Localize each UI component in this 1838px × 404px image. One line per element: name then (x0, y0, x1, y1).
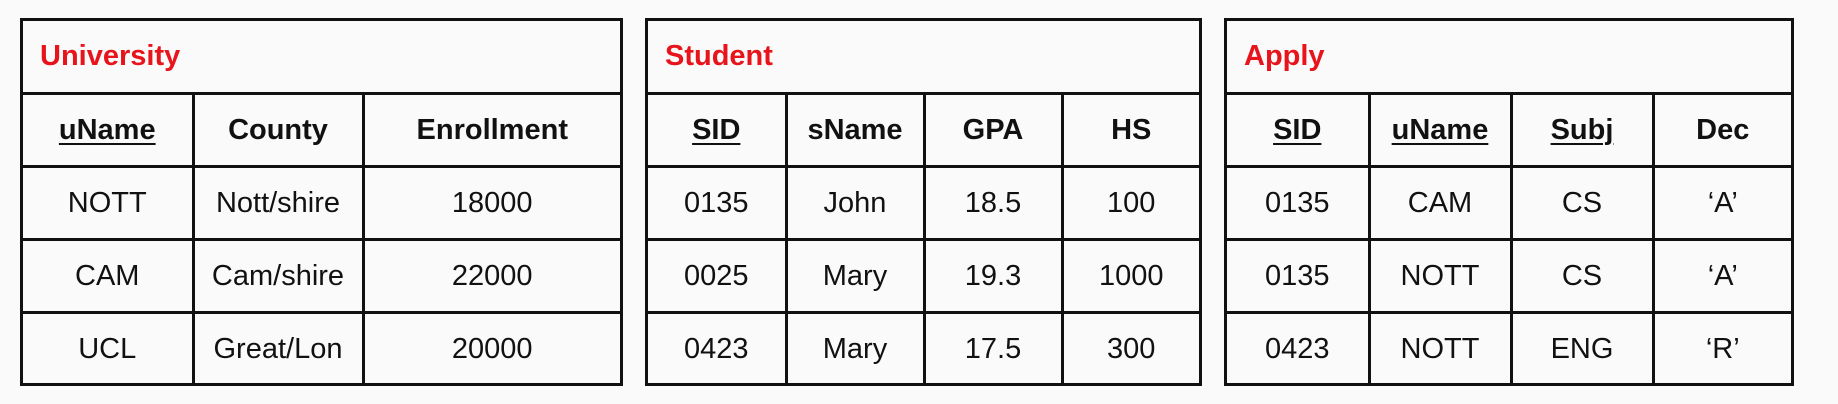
column-header-enrollment: Enrollment (363, 95, 620, 168)
table-cell: 1000 (1062, 239, 1199, 314)
table-cell: 0135 (1227, 166, 1371, 241)
table-cell: CAM (23, 239, 195, 314)
table-row: 0423 NOTT ENG ‘R’ (1227, 312, 1791, 384)
table-cell: NOTT (1369, 239, 1513, 314)
table-cell: NOTT (1369, 312, 1513, 384)
student-grid: SID sName GPA HS 0135 John 18.5 100 0025… (648, 95, 1199, 384)
column-header-subj: Subj (1511, 95, 1655, 168)
table-cell: 18000 (363, 166, 620, 241)
table-cell: 0135 (648, 166, 788, 241)
header-row: SID uName Subj Dec (1227, 95, 1791, 168)
table-cell: ‘R’ (1705, 332, 1740, 365)
table-cell: 100 (1062, 166, 1199, 241)
university-grid: uName County Enrollment NOTT Nott/shire … (23, 95, 620, 384)
table-row: 0423 Mary 17.5 300 (648, 312, 1199, 384)
table-row: 0135 CAM CS ‘A’ (1227, 166, 1791, 241)
table-cell: 0135 (1227, 239, 1371, 314)
table-cell: 0423 (1227, 312, 1371, 384)
table-cell: CS (1511, 239, 1655, 314)
table-cell: 19.3 (924, 239, 1064, 314)
column-header-sid: SID (648, 95, 788, 168)
table-title: University (23, 21, 620, 95)
table-cell: 20000 (451, 332, 533, 365)
header-row: uName County Enrollment (23, 95, 620, 168)
student-table: Student SID sName GPA HS 0135 John 18.5 … (645, 18, 1202, 386)
table-cell: UCL (23, 312, 195, 384)
table-cell: Mary (786, 312, 926, 384)
table-cell: Nott/shire (193, 166, 365, 241)
table-cell: ‘A’ (1653, 239, 1791, 314)
table-row: NOTT Nott/shire 18000 (23, 166, 620, 241)
column-header-gpa: GPA (924, 95, 1064, 168)
table-cell: 300 (1107, 332, 1156, 365)
table-cell: 0423 (648, 312, 788, 384)
table-row: UCL Great/Lon 20000 (23, 312, 620, 384)
apply-grid: SID uName Subj Dec 0135 CAM CS ‘A’ 0135 … (1227, 95, 1791, 384)
table-cell: 17.5 (924, 312, 1064, 384)
university-table: University uName County Enrollment NOTT … (20, 18, 623, 386)
table-cell: ‘A’ (1653, 166, 1791, 241)
column-header-uname: uName (1369, 95, 1513, 168)
table-cell: NOTT (23, 166, 195, 241)
table-title: Student (648, 21, 1199, 95)
apply-table: Apply SID uName Subj Dec 0135 CAM CS ‘A’… (1224, 18, 1794, 386)
column-header-sid: SID (1227, 95, 1371, 168)
table-title: Apply (1227, 21, 1791, 95)
column-header-hs: HS (1062, 95, 1199, 168)
table-cell: Great/Lon (193, 312, 365, 384)
table-row: 0025 Mary 19.3 1000 (648, 239, 1199, 314)
table-cell: Cam/shire (193, 239, 365, 314)
table-cell: Mary (786, 239, 926, 314)
column-header-dec: Dec (1653, 95, 1791, 168)
table-row: 0135 NOTT CS ‘A’ (1227, 239, 1791, 314)
table-cell: 0025 (648, 239, 788, 314)
table-cell: 22000 (363, 239, 620, 314)
column-header-sname: sName (786, 95, 926, 168)
table-cell: 18.5 (924, 166, 1064, 241)
table-row: 0135 John 18.5 100 (648, 166, 1199, 241)
header-row: SID sName GPA HS (648, 95, 1199, 168)
table-cell: CAM (1369, 166, 1513, 241)
table-cell: CS (1511, 166, 1655, 241)
column-header-uname: uName (23, 95, 195, 168)
column-header-county: County (193, 95, 365, 168)
table-row: CAM Cam/shire 22000 (23, 239, 620, 314)
table-cell: John (786, 166, 926, 241)
table-cell: ENG (1511, 312, 1655, 384)
